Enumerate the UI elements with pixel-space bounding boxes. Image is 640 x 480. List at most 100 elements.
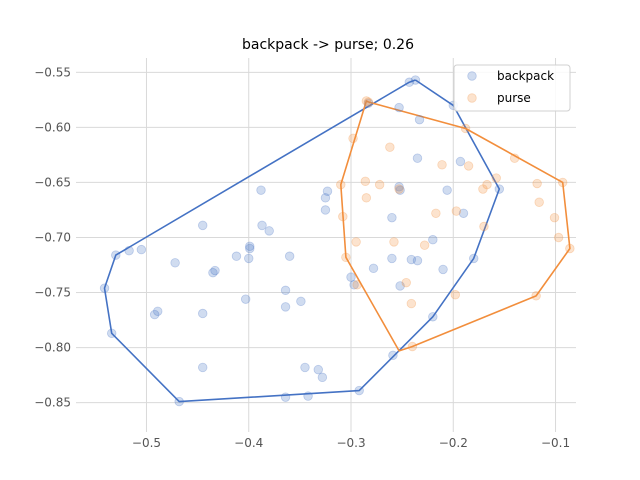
purse-point bbox=[394, 184, 404, 194]
backpack-point bbox=[354, 385, 364, 396]
purse-point bbox=[558, 177, 568, 188]
purse-point bbox=[336, 179, 346, 190]
x-tick-label: −0.4 bbox=[234, 436, 263, 450]
purse-point bbox=[491, 173, 501, 183]
backpack-point bbox=[257, 220, 267, 231]
purse-point bbox=[565, 243, 575, 254]
backpack-point bbox=[256, 185, 266, 195]
backpack-point bbox=[99, 283, 110, 293]
backpack-point bbox=[107, 328, 117, 338]
backpack-point bbox=[170, 258, 180, 268]
purse-point bbox=[463, 161, 474, 171]
backpack-point bbox=[174, 396, 184, 407]
backpack-point bbox=[198, 362, 208, 373]
backpack-point bbox=[303, 391, 313, 401]
backpack-point bbox=[231, 251, 242, 261]
backpack-point bbox=[208, 268, 218, 278]
backpack-point bbox=[368, 263, 379, 274]
x-axis: −0.5 −0.4 −0.3 −0.2 −0.1 bbox=[132, 428, 570, 450]
legend-marker-backpack bbox=[467, 71, 477, 81]
backpack-point bbox=[320, 205, 331, 215]
backpack-point bbox=[387, 212, 397, 223]
backpack-point bbox=[284, 251, 295, 261]
purse-point bbox=[419, 240, 430, 250]
points bbox=[99, 75, 575, 407]
y-tick-label: −0.60 bbox=[34, 120, 71, 134]
backpack-point bbox=[136, 244, 147, 255]
purse-point bbox=[482, 179, 492, 190]
backpack-point bbox=[198, 308, 208, 319]
backpack-point bbox=[198, 220, 208, 231]
purse-point bbox=[437, 160, 447, 170]
backpack-point bbox=[320, 193, 331, 203]
x-tick-label: −0.5 bbox=[132, 436, 161, 450]
backpack-point bbox=[300, 362, 310, 373]
backpack-point bbox=[387, 253, 397, 264]
purse-hull-line bbox=[339, 100, 571, 352]
backpack-point bbox=[280, 302, 291, 312]
purse-point bbox=[374, 179, 385, 190]
backpack-point bbox=[210, 265, 220, 276]
backpack-point bbox=[428, 234, 438, 245]
backpack-point bbox=[245, 243, 255, 254]
backpack-point bbox=[313, 364, 323, 375]
purse-point bbox=[407, 341, 418, 352]
legend: backpack purse bbox=[453, 64, 571, 112]
purse-point bbox=[460, 123, 471, 134]
backpack-point bbox=[458, 208, 469, 218]
purse-point bbox=[532, 178, 542, 189]
backpack-point bbox=[244, 253, 254, 264]
y-tick-label: −0.65 bbox=[34, 175, 71, 189]
purse-point bbox=[549, 212, 560, 223]
backpack-point bbox=[280, 285, 291, 296]
x-tick-label: −0.1 bbox=[541, 436, 570, 450]
backpack-point bbox=[414, 114, 425, 125]
backpack-point bbox=[322, 186, 333, 196]
backpack-point bbox=[240, 294, 251, 304]
purse-point bbox=[351, 237, 361, 247]
grid bbox=[80, 58, 576, 428]
backpack-point bbox=[296, 296, 306, 307]
backpack-point bbox=[264, 226, 274, 236]
x-tick-label: −0.3 bbox=[336, 436, 365, 450]
purse-point bbox=[338, 211, 348, 222]
purse-point bbox=[451, 206, 462, 216]
backpack-hull-line bbox=[103, 79, 501, 403]
y-tick-label: −0.85 bbox=[34, 396, 71, 410]
purse-point bbox=[406, 298, 417, 309]
hulls bbox=[103, 79, 571, 403]
y-tick-label: −0.55 bbox=[34, 65, 71, 79]
backpack-point bbox=[149, 309, 160, 320]
purse-point bbox=[401, 277, 411, 288]
legend-label-purse: purse bbox=[497, 91, 531, 105]
backpack-point bbox=[395, 185, 405, 195]
backpack-point bbox=[442, 185, 452, 195]
backpack-point bbox=[469, 253, 479, 264]
backpack-point bbox=[394, 182, 404, 192]
purse-point bbox=[431, 208, 441, 218]
backpack-point bbox=[404, 77, 415, 87]
backpack-point bbox=[455, 156, 466, 167]
legend-label-backpack: backpack bbox=[497, 69, 554, 83]
backpack-point bbox=[153, 306, 163, 316]
purse-point bbox=[478, 184, 488, 194]
backpack-point bbox=[428, 312, 438, 322]
purse-point bbox=[389, 237, 399, 247]
backpack-point bbox=[346, 272, 356, 282]
backpack-point bbox=[363, 98, 374, 108]
y-tick-label: −0.80 bbox=[34, 341, 71, 355]
backpack-point bbox=[111, 250, 121, 260]
purse-point bbox=[534, 197, 544, 207]
y-tick-label: −0.70 bbox=[34, 230, 71, 244]
purse-point bbox=[450, 290, 461, 300]
purse-point bbox=[352, 280, 362, 290]
backpack-point bbox=[317, 372, 328, 383]
backpack-point bbox=[406, 254, 417, 265]
legend-box bbox=[453, 64, 571, 112]
purse-point bbox=[348, 133, 358, 144]
x-tick-label: −0.2 bbox=[439, 436, 468, 450]
backpack-point bbox=[349, 280, 359, 290]
purse-point bbox=[553, 232, 564, 243]
backpack-point bbox=[494, 184, 504, 194]
